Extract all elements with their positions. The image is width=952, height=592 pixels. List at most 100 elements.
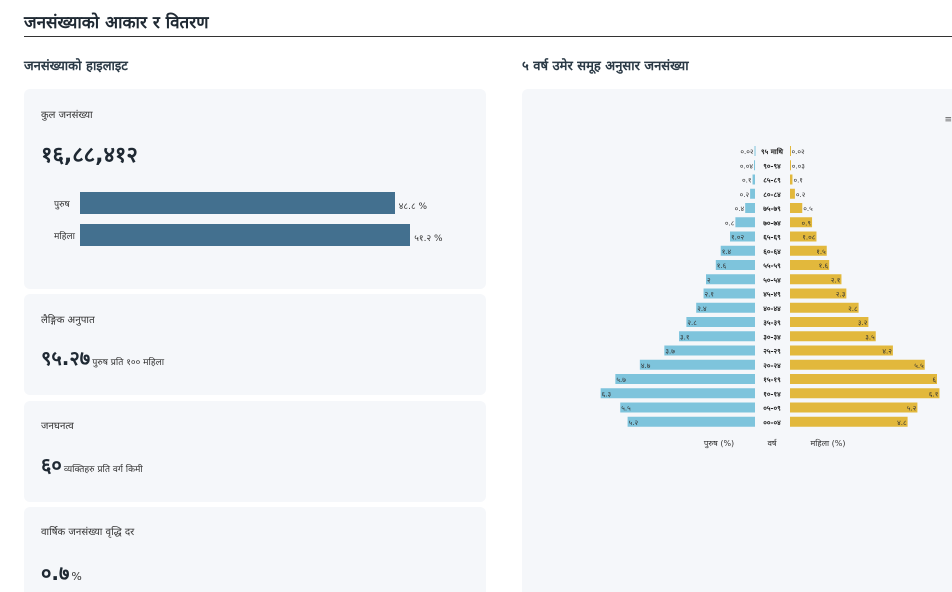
female-value-label: ३.२ xyxy=(858,319,868,327)
total-population-card: कुल जनसंख्या १६,८८,४१२ पुरुष ४८.८ % महिल… xyxy=(24,89,486,289)
female-bar xyxy=(790,331,876,342)
female-value-label: ५.२ xyxy=(907,405,917,413)
female-value-label: १.६ xyxy=(819,262,829,270)
female-bar xyxy=(790,245,827,256)
male-value-label: ०.८ xyxy=(725,219,735,227)
male-bar xyxy=(754,160,756,171)
female-bar xyxy=(790,416,908,427)
age-group-label: ००-०४ xyxy=(763,419,781,427)
female-bar xyxy=(790,359,925,370)
male-bar xyxy=(664,345,755,356)
female-value-label: ०.०३ xyxy=(792,162,806,170)
male-bar xyxy=(754,146,756,156)
growth-rate-value-line: ०.७% xyxy=(41,559,82,586)
population-pyramid-chart: ०.०२ ०.०२ ९५ माथि ०.०४ ०.०३ ९०-९४ ०.१ ०.१ ८५-८९ ०… xyxy=(600,146,940,449)
age-group-label: २०-२४ xyxy=(763,362,781,370)
female-value-label: १.५ xyxy=(816,248,826,256)
male-bar xyxy=(627,416,755,427)
age-group-label: ५०-५४ xyxy=(763,276,781,284)
male-bar xyxy=(600,388,755,399)
female-value-label: ६.१ xyxy=(929,390,939,398)
female-bar xyxy=(790,274,842,285)
male-bar xyxy=(679,331,755,342)
sex-ratio-card: लैङ्गिक अनुपात ९५.२७ पुरुष प्रति १०० महिल… xyxy=(24,294,486,395)
female-value-label: ५.५ xyxy=(914,362,924,370)
female-value-label: २.८ xyxy=(848,305,858,313)
male-bar xyxy=(696,302,755,313)
female-value-label: ४.२ xyxy=(882,348,892,356)
female-bar xyxy=(790,174,793,185)
female-bar xyxy=(790,231,817,242)
density-label: जनघनत्व xyxy=(41,421,74,432)
female-value-label: ०.०२ xyxy=(791,148,805,156)
density-value: ६० xyxy=(41,453,62,477)
male-value-label: ५.५ xyxy=(621,405,631,413)
male-value-label: २ xyxy=(707,276,711,284)
female-value-label: ४.८ xyxy=(897,419,907,427)
age-group-label: ६५-६९ xyxy=(763,234,781,242)
female-value-label: २.१ xyxy=(831,276,841,284)
female-bar xyxy=(790,388,940,399)
male-value-label: ४.७ xyxy=(641,362,651,370)
female-legend-label: महिला (%) xyxy=(811,438,846,448)
female-bar xyxy=(790,217,813,228)
age-group-label: १०-१४ xyxy=(763,390,781,398)
age-group-label: १५-१९ xyxy=(763,376,781,384)
male-value-label: ०.४ xyxy=(735,205,745,213)
density-unit: व्यक्तिहरु प्रति वर्ग किमी xyxy=(63,465,143,475)
female-bar xyxy=(790,146,791,156)
male-bar xyxy=(615,374,755,384)
total-population-value: १६,८८,४१२ xyxy=(41,143,138,168)
highlights-section-title: जनसंख्याको हाइलाइट xyxy=(24,59,128,74)
male-value-label: ३.७ xyxy=(665,348,675,356)
female-bar xyxy=(790,402,918,413)
male-value-label: ०.२ xyxy=(740,191,750,199)
growth-rate-value: ०.७ xyxy=(41,561,70,585)
age-group-label: ८०-८४ xyxy=(763,191,781,199)
chart-menu-icon[interactable]: ≡ xyxy=(944,115,952,125)
male-value-label: ०.०४ xyxy=(740,162,754,170)
sex-ratio-value: ९५.२७ xyxy=(41,346,91,370)
female-value-label: ०.५ xyxy=(803,205,813,213)
age-group-label: ३०-३४ xyxy=(763,333,781,341)
age-group-label: ९०-९४ xyxy=(763,162,781,170)
population-pyramid-panel: ≡ ०.०२ ०.०२ ९५ माथि ०.०४ ०.०३ ९०-९४ ०.१ ०.१ ८५-८… xyxy=(522,89,952,592)
male-bar xyxy=(730,231,755,242)
male-bar xyxy=(752,174,755,185)
male-value-label: ३.१ xyxy=(680,333,690,341)
female-share-value: ५१.२ % xyxy=(414,234,443,244)
female-bar xyxy=(790,160,791,171)
male-bar xyxy=(715,260,755,270)
sex-ratio-value-line: ९५.२७ पुरुष प्रति १०० महिला xyxy=(41,344,164,371)
age-group-label: २५-२९ xyxy=(763,348,781,356)
age-group-label: ८५-८९ xyxy=(763,177,781,185)
male-share-bar xyxy=(80,192,395,214)
male-bar xyxy=(639,359,755,370)
male-bar xyxy=(703,288,755,299)
sex-ratio-label: लैङ्गिक अनुपात xyxy=(41,315,95,326)
female-bar xyxy=(790,374,937,384)
age-group-label: ७५-७९ xyxy=(763,205,781,213)
female-bar xyxy=(790,188,795,199)
male-value-label: ५.२ xyxy=(629,419,639,427)
male-value-label: ६.३ xyxy=(602,390,612,398)
female-value-label: ०.१ xyxy=(793,177,803,185)
male-bar xyxy=(720,245,755,256)
female-value-label: ६ xyxy=(932,376,936,384)
age-group-label: ६०-६४ xyxy=(763,248,781,256)
category-axis-label: वर्ष xyxy=(767,438,777,448)
female-bar xyxy=(790,260,830,270)
male-bar xyxy=(745,203,755,213)
page-title: जनसंख्याको आकार र वितरण xyxy=(24,13,209,33)
male-value-label: ०.१ xyxy=(742,177,752,185)
male-value-label: २.४ xyxy=(697,305,707,313)
male-value-label: १.६ xyxy=(717,262,727,270)
male-bar xyxy=(686,317,755,327)
age-group-label: ४५-४९ xyxy=(763,291,781,299)
male-value-label: ५.७ xyxy=(616,376,626,384)
male-value-label: १.०२ xyxy=(731,234,745,242)
female-value-label: २.३ xyxy=(836,291,846,299)
age-group-label: ०५-०९ xyxy=(763,405,781,413)
age-group-label: ३५-३९ xyxy=(763,319,781,327)
female-bar xyxy=(790,203,803,213)
